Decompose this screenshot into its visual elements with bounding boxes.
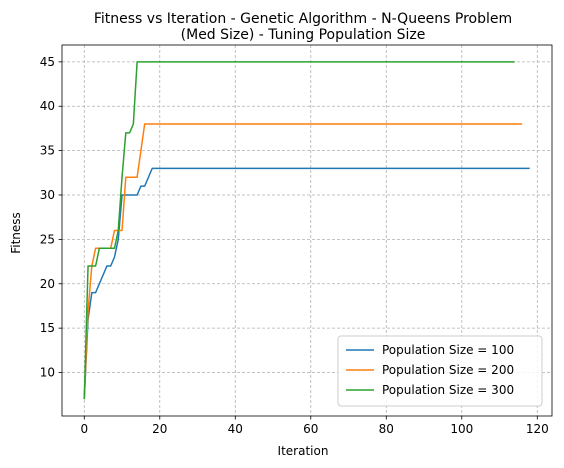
y-tick-label: 20 [40, 277, 55, 291]
y-axis-label: Fitness [9, 212, 23, 254]
legend-label-1: Population Size = 100 [382, 343, 514, 357]
x-axis-label: Iteration [278, 444, 329, 458]
x-tick-label: 80 [379, 422, 394, 436]
x-tick-label: 60 [303, 422, 318, 436]
x-tick-label: 120 [526, 422, 549, 436]
y-tick-label: 25 [40, 232, 55, 246]
series-line-2 [83, 123, 523, 400]
x-tick-label: 100 [450, 422, 473, 436]
y-tick-label: 35 [40, 144, 55, 158]
series-line-1 [83, 167, 530, 400]
plot-frame [61, 44, 553, 417]
y-tick-label: 10 [40, 366, 55, 380]
chart-title-line-1: Fitness vs Iteration - Genetic Algorithm… [94, 11, 512, 27]
y-tick-label: 40 [40, 99, 55, 113]
x-tick-label: 40 [228, 422, 243, 436]
y-tick-label: 45 [40, 55, 55, 69]
legend-label-2: Population Size = 200 [382, 363, 514, 377]
legend-box [337, 335, 543, 407]
x-tick-label: 20 [152, 422, 167, 436]
series-line-3 [83, 61, 515, 400]
y-tick-label: 30 [40, 188, 55, 202]
x-tick-label: 0 [80, 422, 88, 436]
chart-title-line-2: (Med Size) - Tuning Population Size [181, 27, 426, 43]
y-tick-label: 15 [40, 321, 55, 335]
legend-label-3: Population Size = 300 [382, 383, 514, 397]
